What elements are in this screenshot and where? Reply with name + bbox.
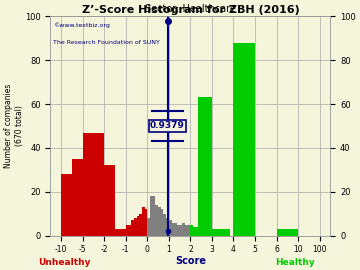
Bar — [126, 225, 129, 236]
Bar — [136, 216, 139, 236]
Bar — [221, 229, 223, 236]
Bar — [174, 222, 177, 236]
Bar — [216, 229, 217, 236]
Bar — [223, 229, 225, 236]
Bar — [150, 196, 153, 236]
Bar — [153, 196, 156, 236]
Text: ©www.textbiz.org: ©www.textbiz.org — [53, 23, 110, 28]
Bar — [145, 210, 147, 236]
Bar — [61, 174, 72, 236]
Bar — [214, 229, 216, 236]
Bar — [72, 159, 83, 236]
Bar — [185, 225, 188, 236]
Text: Healthy: Healthy — [275, 258, 315, 267]
Y-axis label: Number of companies
(670 total): Number of companies (670 total) — [4, 84, 23, 168]
Bar — [217, 229, 219, 236]
Text: The Research Foundation of SUNY: The Research Foundation of SUNY — [53, 40, 160, 45]
Bar — [226, 229, 228, 236]
X-axis label: Score: Score — [175, 256, 206, 266]
Bar — [228, 229, 230, 236]
Bar — [83, 133, 104, 236]
Bar — [104, 166, 115, 236]
Bar — [169, 220, 172, 236]
Bar — [156, 205, 158, 236]
Bar — [234, 43, 255, 236]
Text: 0.9379: 0.9379 — [150, 122, 185, 130]
Bar — [212, 229, 214, 236]
Bar — [134, 218, 136, 236]
Bar — [219, 229, 221, 236]
Title: Z’-Score Histogram for ZBH (2016): Z’-Score Histogram for ZBH (2016) — [81, 5, 299, 15]
Bar — [158, 207, 161, 236]
Bar — [180, 225, 182, 236]
Bar — [142, 207, 145, 236]
Bar — [139, 214, 142, 236]
Bar — [188, 225, 190, 236]
Bar — [129, 225, 131, 236]
Bar — [196, 227, 198, 236]
Bar — [198, 97, 212, 236]
Bar — [172, 222, 174, 236]
Bar — [131, 220, 134, 236]
Bar — [193, 227, 196, 236]
Bar — [147, 218, 150, 236]
Bar — [190, 225, 193, 236]
Bar — [166, 218, 169, 236]
Bar — [276, 229, 298, 236]
Text: Sector: Healthcare: Sector: Healthcare — [145, 4, 236, 14]
Bar — [161, 210, 163, 236]
Bar — [182, 222, 185, 236]
Bar — [177, 225, 180, 236]
Bar — [225, 229, 226, 236]
Bar — [163, 214, 166, 236]
Bar — [115, 229, 126, 236]
Text: Unhealthy: Unhealthy — [39, 258, 91, 267]
